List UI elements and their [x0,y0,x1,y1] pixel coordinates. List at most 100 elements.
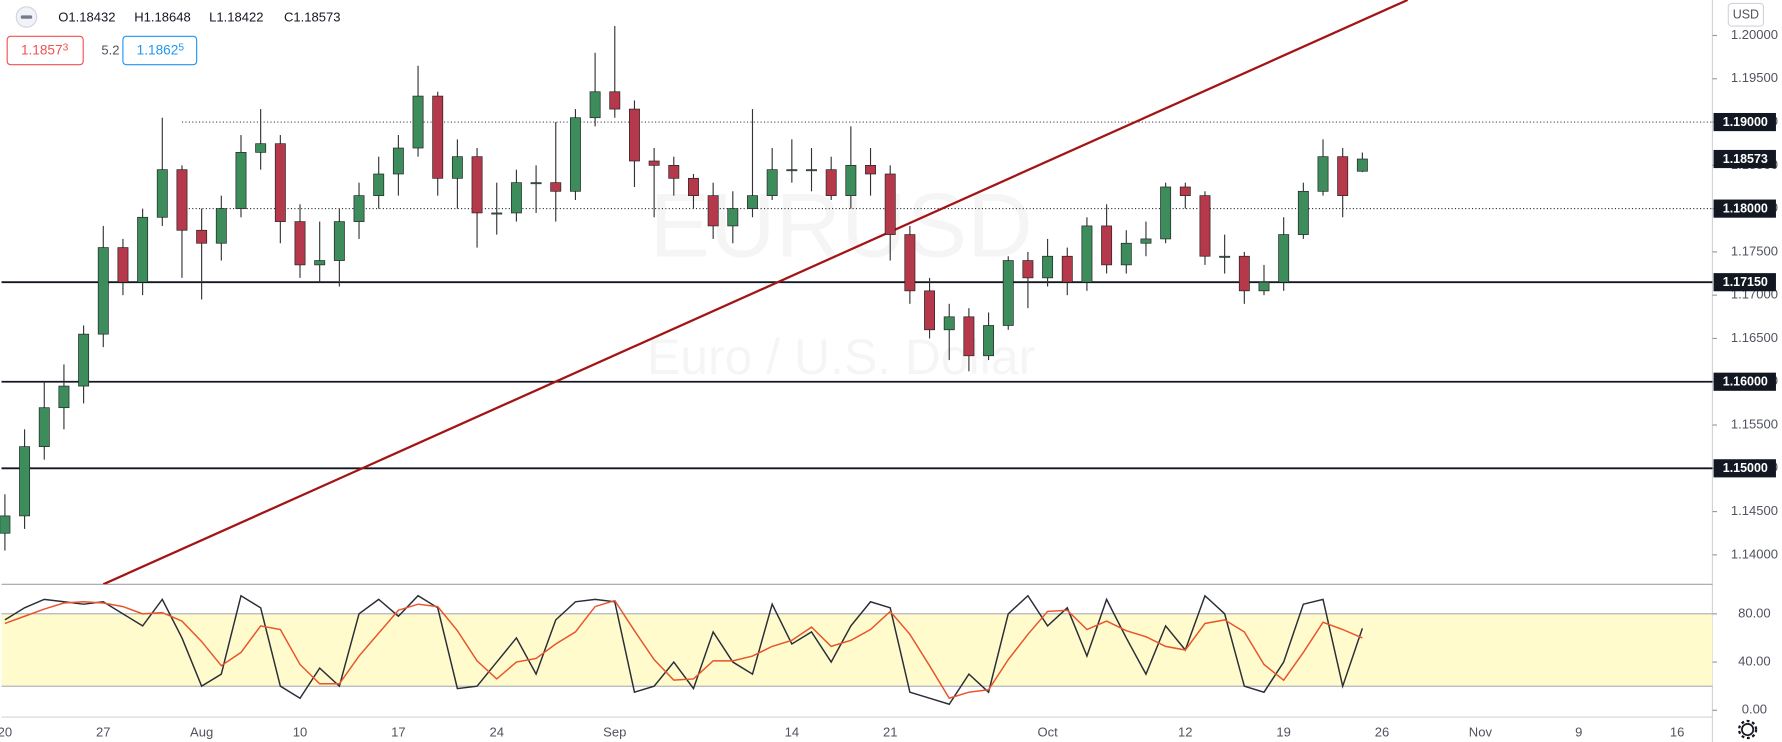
currency-button[interactable] [1727,2,1765,27]
candle-body [471,156,483,214]
currency: USD [1733,8,1759,22]
candle-body [806,169,817,172]
osc-tick-label: 40.00 [1738,653,1771,668]
candle-body [1278,234,1290,283]
settings-icon-teeth [1737,719,1758,740]
candle-body [215,208,227,244]
legend-high: H1.18648 [134,10,191,25]
candle-body [235,152,247,209]
candle-body [648,160,660,166]
candle-body [510,182,522,214]
candle-body [1120,242,1132,266]
candle-body [137,216,149,283]
candle-body [943,316,955,331]
candle-body [1337,156,1349,196]
oscillator-pane [1,594,1713,706]
candle-body [1297,190,1309,235]
x-tick-label: Nov [1469,724,1493,739]
candle-body [530,182,542,185]
candle-body [373,173,385,196]
candle-body [1140,238,1152,244]
x-tick-label: 16 [1670,724,1685,739]
candle-body [924,290,935,331]
candle-body [825,169,837,196]
candle-body [550,182,562,192]
candle-body [766,169,778,196]
bid-price: 1.18573 [21,42,69,57]
x-tick-label: 24 [489,724,504,739]
candle-body [19,446,31,517]
candle-body [196,229,208,244]
legend-low: L1.18422 [209,10,263,25]
price-marker [1713,149,1776,169]
settings-icon [1741,722,1755,737]
candle-body [274,143,286,222]
candle-body [1238,255,1250,292]
candle-body [1258,281,1270,292]
candle-body [78,333,90,387]
candle-body [1081,225,1093,283]
sell-button[interactable] [6,35,84,66]
levels [1,0,1713,585]
x-tick-label: Oct [1037,724,1058,739]
candle-body [569,117,581,192]
candle-body [963,316,975,357]
price-marker [1713,459,1776,478]
x-tick-label: 10 [293,724,308,739]
candle-body [432,95,444,179]
candle-body [1356,158,1368,172]
price-marker-label: 1.16000 [1723,375,1768,389]
price-marker [1713,273,1776,292]
x-tick-label: 21 [883,724,898,739]
candle-body [491,212,503,215]
candle-body [1061,255,1073,283]
candle-body [1317,156,1329,192]
oscillator-band [1,613,1713,687]
candle-body [727,208,739,227]
candle-body [884,173,896,235]
x-tick-label: 19 [1276,724,1290,739]
x-tick-label: 26 [1375,724,1390,739]
candle-body [609,91,621,110]
candle-body [688,177,699,196]
watermark-symbol: EURUSD [649,176,1032,277]
settings-button[interactable] [1737,719,1758,740]
x-tick-label: 27 [96,724,111,739]
candle-body [707,195,719,227]
candle-body [747,195,758,209]
spread: 5.2 [101,42,119,57]
x-tick-label: 17 [391,724,406,739]
candle-body [117,247,129,283]
osc-tick-label: 0.00 [1742,702,1767,717]
candle-body [156,169,168,218]
oscillator-line [4,594,1364,706]
candles [0,25,1368,551]
candle-body [904,234,916,292]
y-tick-label: 1.14000 [1731,546,1778,561]
price-marker-label: 1.17150 [1723,275,1768,289]
legend-close: C1.18573 [284,10,341,25]
candle-body [451,156,463,179]
collapse-icon [20,15,33,19]
oscillator-line [4,599,1363,700]
buy-button[interactable] [122,35,198,66]
candle-body [58,385,70,409]
y-tick-label: 1.16500 [1731,330,1778,345]
candle-body [1101,225,1113,266]
legend-open: O1.18432 [58,10,115,25]
x-tick-label: Aug [190,724,213,739]
price-marker [1713,112,1776,132]
candle-body [333,221,345,261]
candle-body [176,169,188,231]
candle-body [668,164,680,179]
x-tick-label: 12 [1178,724,1192,739]
price-marker [1713,372,1776,391]
x-tick-label: 9 [1575,724,1582,739]
y-tick-label: 1.17500 [1731,243,1778,258]
candle-body [255,143,267,153]
y-tick-label: 1.15500 [1731,416,1778,431]
candle-body [0,515,11,534]
candle-body [589,91,601,119]
price-marker [1713,199,1776,218]
